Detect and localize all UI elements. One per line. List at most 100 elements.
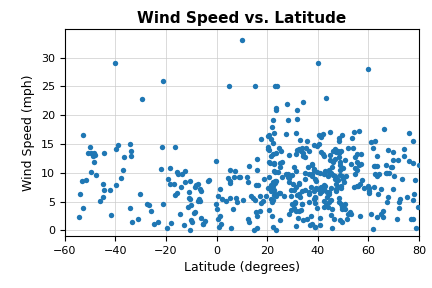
Point <box>214 217 221 222</box>
Point <box>385 195 392 199</box>
Point <box>192 185 199 190</box>
Point <box>266 132 273 137</box>
Point <box>345 145 352 150</box>
Point <box>326 192 333 197</box>
Point <box>374 215 381 219</box>
Point <box>327 158 334 162</box>
Point <box>306 149 313 154</box>
Point <box>185 205 192 209</box>
Point <box>240 198 247 203</box>
Point <box>270 198 277 203</box>
Point <box>181 179 188 184</box>
Point <box>320 152 327 156</box>
Point <box>379 215 386 220</box>
Point <box>301 154 308 159</box>
Point <box>332 176 339 180</box>
Point <box>389 187 396 191</box>
Point <box>285 153 292 157</box>
Point <box>277 190 284 195</box>
Point <box>228 226 235 230</box>
Point <box>370 184 377 189</box>
Point <box>305 165 311 169</box>
Point <box>79 205 86 210</box>
Point <box>370 145 377 150</box>
Point <box>187 218 194 223</box>
Point <box>374 164 381 168</box>
Point <box>198 189 205 194</box>
Point <box>285 212 292 216</box>
Point <box>275 191 282 196</box>
Point <box>293 108 300 113</box>
Point <box>357 152 364 156</box>
Point <box>384 147 391 152</box>
Point <box>308 162 315 167</box>
Point <box>292 131 299 135</box>
Point <box>354 183 361 188</box>
Point <box>289 182 296 186</box>
Point <box>321 168 328 173</box>
Point <box>172 144 179 149</box>
Point <box>276 165 283 169</box>
Point <box>219 196 226 201</box>
Point <box>291 188 298 192</box>
Point <box>339 174 346 179</box>
Point <box>291 206 298 210</box>
Point <box>308 222 315 226</box>
Point <box>334 178 341 182</box>
Point <box>273 151 280 156</box>
Point <box>274 84 281 89</box>
Point <box>265 133 272 138</box>
Point <box>78 179 85 183</box>
Point <box>372 138 379 143</box>
Point <box>321 184 328 189</box>
Point <box>353 167 360 172</box>
Point <box>170 182 177 187</box>
Point <box>390 150 397 154</box>
Point <box>227 180 234 185</box>
Point <box>410 161 416 165</box>
Point <box>100 194 107 199</box>
Point <box>313 206 320 211</box>
Point <box>390 158 397 162</box>
Point <box>413 225 419 230</box>
Point <box>289 173 295 177</box>
Point <box>309 171 316 176</box>
Point <box>272 194 279 198</box>
Point <box>175 171 181 176</box>
Point <box>370 226 377 231</box>
Point <box>80 133 87 138</box>
Point <box>325 205 332 209</box>
Point <box>311 168 318 173</box>
Point <box>333 188 340 193</box>
Point <box>101 151 108 155</box>
Point <box>298 149 305 154</box>
Point <box>191 211 198 216</box>
Point <box>378 211 385 216</box>
Point <box>342 207 349 211</box>
Point <box>336 151 343 155</box>
Point <box>231 175 238 179</box>
Point <box>305 200 312 205</box>
Point <box>195 181 202 186</box>
Point <box>273 106 280 111</box>
Point <box>86 145 93 149</box>
Y-axis label: Wind Speed (mph): Wind Speed (mph) <box>22 74 35 191</box>
Point <box>245 180 251 184</box>
Point <box>396 206 403 211</box>
Point <box>188 202 195 207</box>
Point <box>77 192 84 196</box>
Point <box>339 207 346 211</box>
Point <box>277 161 284 165</box>
Point <box>388 164 394 169</box>
Point <box>321 153 328 158</box>
Point <box>325 190 332 194</box>
Point <box>174 170 181 175</box>
Point <box>264 147 271 152</box>
Point <box>212 159 219 163</box>
Point <box>250 196 257 200</box>
Point <box>299 100 306 105</box>
Point <box>85 150 92 155</box>
Point <box>222 199 229 204</box>
Point <box>76 215 83 220</box>
Point <box>336 136 343 141</box>
